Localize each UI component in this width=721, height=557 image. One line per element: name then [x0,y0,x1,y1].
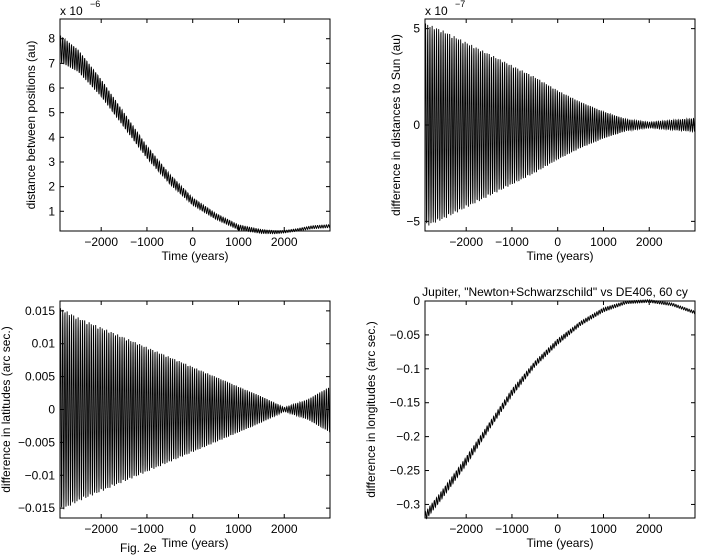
series-line-1 [424,23,696,226]
x-tick-label: 2000 [636,522,663,536]
y-tick-label: 3 [48,155,55,169]
series-line-1 [424,299,696,520]
x-tick-label: 2000 [636,235,663,249]
x-axis-label: Time (years) [527,249,594,263]
y-tick-label: 0.005 [25,370,55,384]
chart-title: Jupiter, "Newton+Schwarzschild" vs DE406… [422,285,688,299]
x-tick-label: −1000 [130,235,164,249]
x-tick-label: 1000 [590,522,617,536]
y-tick-label: −5 [406,214,420,228]
plot-frame [424,300,696,519]
y-tick-label: −0.25 [390,464,421,478]
y-axis-label: distance between positions (au) [24,41,38,210]
chart-panel-2: −2000 −1000 0 1000 2000 −5 0 5 Time (years) diffe… [389,0,696,263]
y-tick-label: 8 [48,32,55,46]
x-tick-label: 0 [554,522,561,536]
y-exponent-power: −7 [455,0,465,9]
x-tick-label: −2000 [449,522,483,536]
y-tick-label: −0.2 [396,430,420,444]
x-tick-label: 2000 [271,522,298,536]
y-tick-label: 5 [413,22,420,36]
y-tick-label: 2 [48,180,55,194]
series-line-1 [59,308,331,510]
y-axis-label: difference in distances to Sun (au) [389,34,403,216]
y-tick-label: 0 [413,118,420,132]
chart-panel-4: −2000 −1000 0 1000 2000 −0.3 −0.25 −0.2 −0.15 −0.… [364,285,696,550]
x-tick-label: −2000 [84,235,118,249]
y-axis-label: difference in longitudes (arc sec.) [364,321,378,498]
y-tick-label: 6 [48,81,55,95]
x-axis-label: Time (years) [527,536,594,550]
y-tick-label: 0 [413,294,420,308]
plot-frame [59,18,331,232]
y-tick-label: 0.015 [25,304,55,318]
y-tick-label: −0.05 [390,328,421,342]
series-line-1 [59,35,331,235]
x-tick-label: −1000 [130,522,164,536]
x-tick-label: 2000 [271,235,298,249]
y-tick-label: −0.1 [396,362,420,376]
y-tick-label: −0.01 [25,468,56,482]
x-tick-label: 0 [189,235,196,249]
chart-panel-1: −2000 −1000 0 1000 2000 1 2 3 4 5 6 7 8 Time (years) d… [24,0,331,263]
x-tick-label: 0 [554,235,561,249]
x-tick-label: −2000 [84,522,118,536]
y-tick-label: 0.01 [32,337,56,351]
x-axis-label: Time (years) [162,249,229,263]
x-tick-label: −2000 [449,235,483,249]
y-tick-label: 4 [48,130,55,144]
y-exponent-label: x 10 [425,4,448,18]
y-exponent-label: x 10 [60,4,83,18]
x-axis-label: Time (years) [162,536,229,550]
y-tick-label: −0.3 [396,497,420,511]
x-tick-label: 1000 [225,235,252,249]
y-tick-label: 0 [48,403,55,417]
x-tick-label: −1000 [495,235,529,249]
y-tick-label: −0.005 [18,435,55,449]
chart-panel-3: −2000 −1000 0 1000 2000 −0.015 −0.01 −0.005 0 0.0… [0,300,331,550]
x-tick-label: 1000 [590,235,617,249]
y-exponent-power: −6 [90,0,100,9]
x-tick-label: −1000 [495,522,529,536]
y-tick-label: −0.015 [18,501,55,515]
y-tick-label: 5 [48,106,55,120]
y-tick-label: 1 [48,204,55,218]
y-axis-label: difference in latitudes (arc sec.) [0,326,13,493]
y-tick-label: −0.15 [390,396,421,410]
y-tick-label: 7 [48,56,55,70]
x-tick-label: 1000 [225,522,252,536]
x-tick-label: 0 [189,522,196,536]
figure-caption: Fig. 2e [120,541,157,555]
